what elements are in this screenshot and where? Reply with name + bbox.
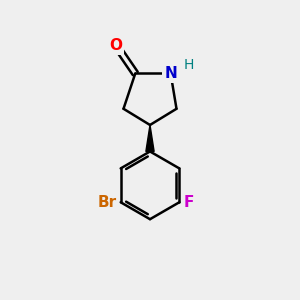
Text: O: O	[110, 38, 123, 53]
Text: H: H	[184, 58, 194, 72]
Polygon shape	[146, 125, 154, 152]
Text: N: N	[164, 66, 177, 81]
Text: Br: Br	[97, 195, 116, 210]
Text: F: F	[184, 195, 194, 210]
